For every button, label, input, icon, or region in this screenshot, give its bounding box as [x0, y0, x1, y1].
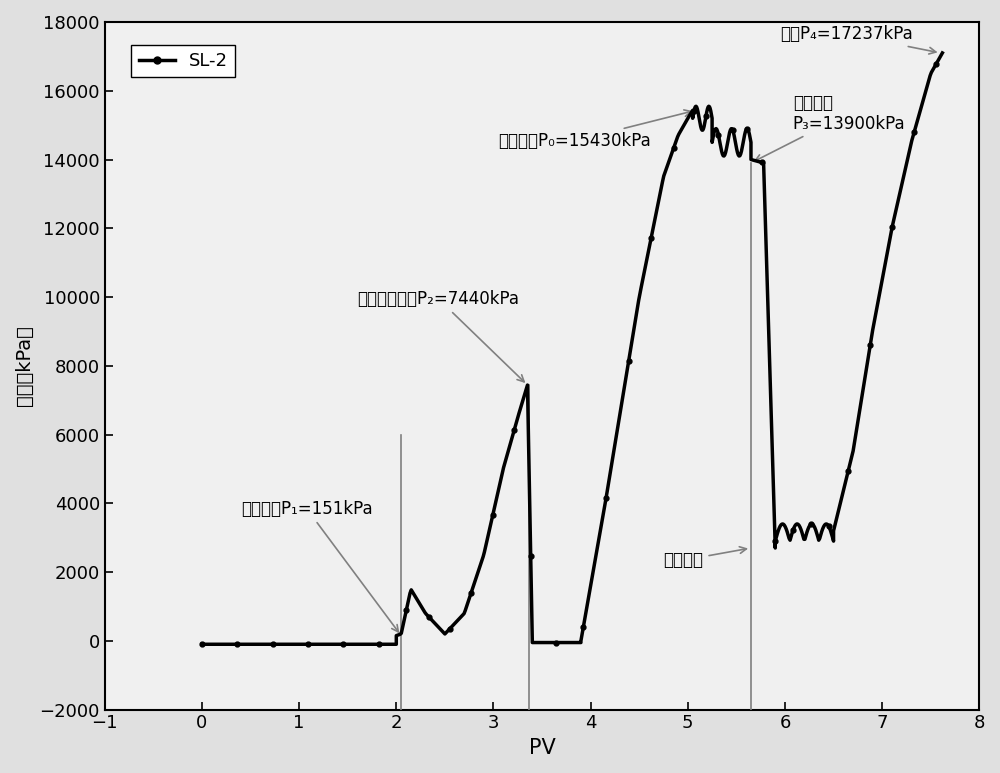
Text: 注聚合物压力P₂=7440kPa: 注聚合物压力P₂=7440kPa: [357, 290, 524, 382]
X-axis label: PV: PV: [529, 738, 555, 758]
Text: 注水压力P₁=151kPa: 注水压力P₁=151kPa: [241, 499, 398, 632]
Legend: SL-2: SL-2: [131, 45, 235, 77]
Y-axis label: 压力（kPa）: 压力（kPa）: [15, 325, 34, 407]
Text: 成胶压力
P₃=13900kPa: 成胶压力 P₃=13900kPa: [755, 94, 905, 161]
Text: 压力P₄=17237kPa: 压力P₄=17237kPa: [780, 26, 936, 54]
Text: 沉淀体系: 沉淀体系: [664, 547, 746, 569]
Text: 突破压力P₀=15430kPa: 突破压力P₀=15430kPa: [498, 110, 691, 150]
